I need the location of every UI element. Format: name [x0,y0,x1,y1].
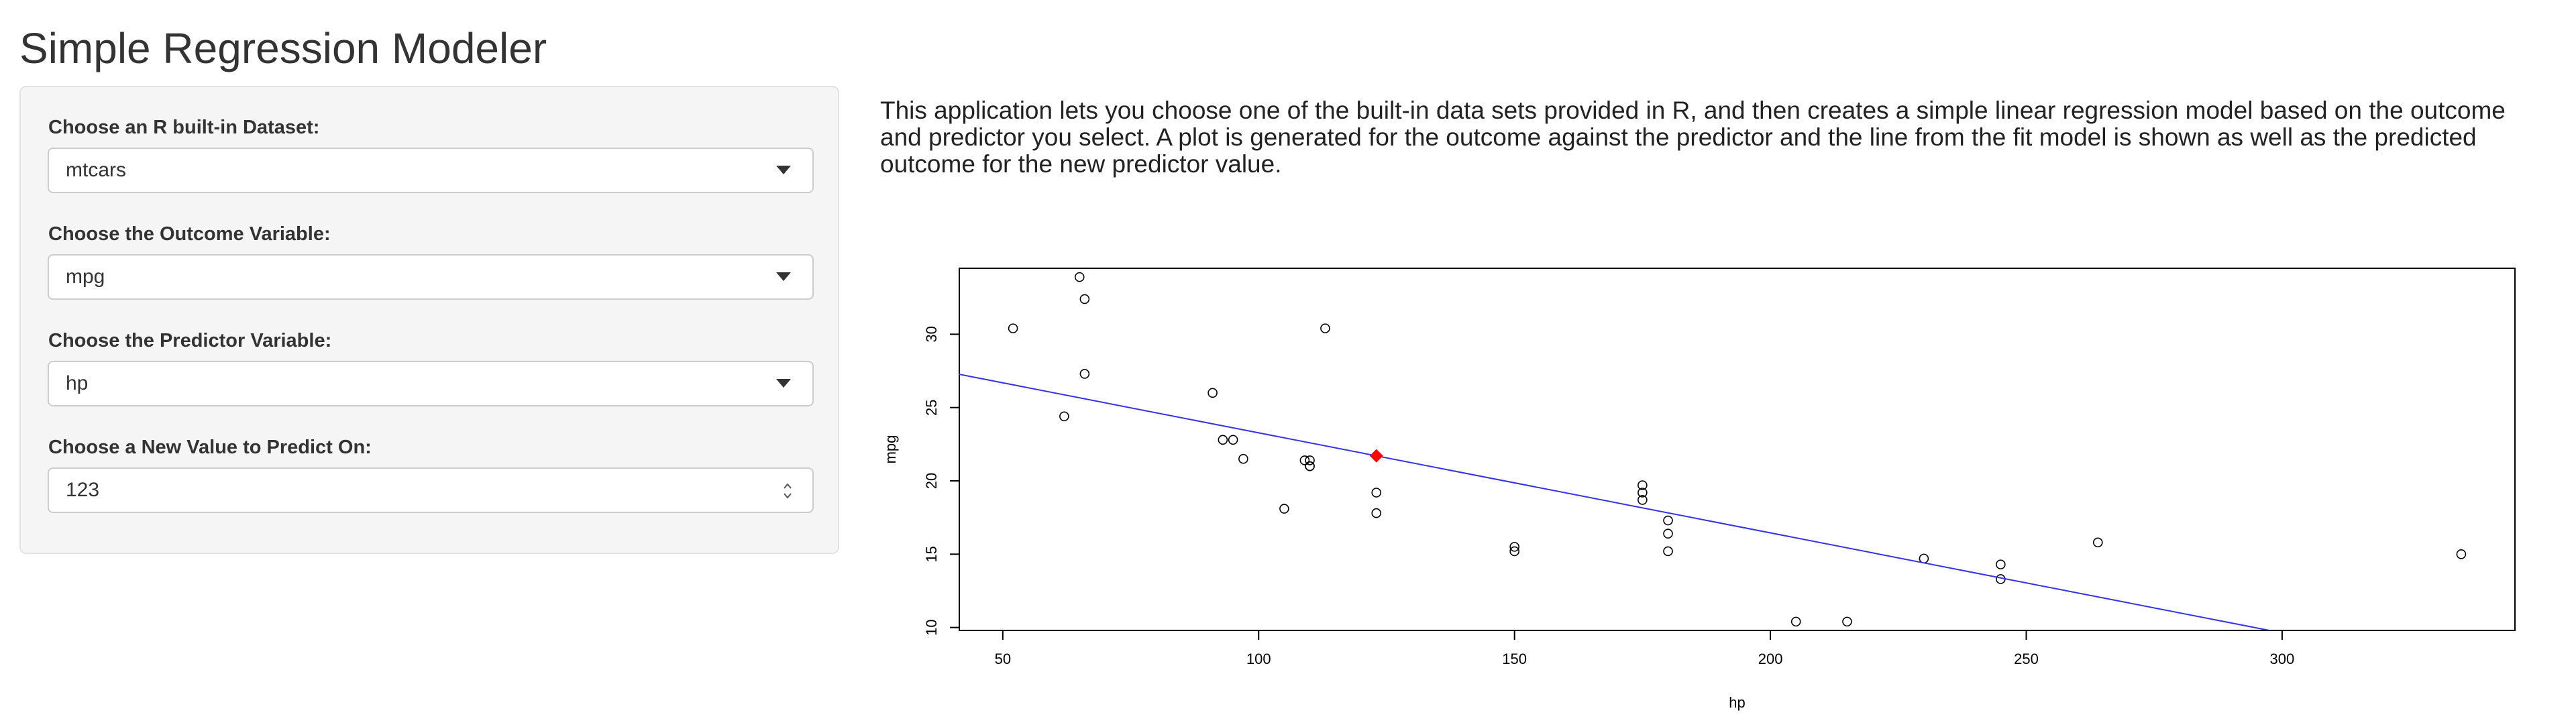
page-title: Simple Regression Modeler [19,24,547,72]
data-point [1790,616,1801,627]
y-axis-title: mpg [882,435,899,464]
new-value-input-value: 123 [66,479,100,501]
y-tick-label: 20 [923,473,940,489]
data-point [1663,546,1673,557]
data-point [1228,435,1238,445]
data-point [1059,411,1069,422]
outcome-label: Choose the Outcome Variable: [48,223,331,245]
new-value-label: Choose a New Value to Predict On: [48,437,372,458]
data-point [1008,323,1018,333]
data-point [1509,542,1519,552]
dataset-select-value: mtcars [66,159,126,181]
data-point [1074,272,1085,282]
dataset-select[interactable]: mtcars [48,148,814,193]
app-description: This application lets you choose one of … [880,97,2506,178]
data-point [1638,495,1648,505]
x-tick-label: 50 [995,651,1011,667]
data-point [1371,488,1382,498]
new-value-input[interactable]: 123 [48,467,814,513]
plot-frame [959,268,2516,631]
data-point [1638,480,1648,490]
prediction-point [1369,449,1383,463]
data-point [1996,559,2006,569]
chevron-down-icon [776,272,791,281]
x-tick-label: 250 [2014,651,2039,667]
data-point [1663,515,1673,526]
x-tick-label: 200 [1758,651,1783,667]
data-point [1320,323,1330,333]
y-tick-label: 25 [923,399,940,415]
data-point [2456,549,2467,559]
outcome-select[interactable]: mpg [48,254,814,300]
outcome-select-value: mpg [66,266,105,288]
data-point [1509,546,1519,557]
predictor-select[interactable]: hp [48,361,814,406]
x-axis-title: hp [1729,694,1745,711]
chevron-down-icon [776,166,791,174]
x-tick-label: 300 [2270,651,2295,667]
number-spinner-icon[interactable] [782,481,794,501]
sidebar-panel: Choose an R built-in Dataset: mtcars Cho… [19,86,839,554]
predictor-select-value: hp [66,372,89,394]
y-tick-label: 10 [923,619,940,635]
y-tick-label: 30 [923,326,940,342]
dataset-label: Choose an R built-in Dataset: [48,117,320,138]
y-tick-label: 15 [923,546,940,562]
data-point [1638,488,1648,498]
data-point [1208,388,1218,398]
data-point [1079,294,1090,304]
data-point [1218,435,1228,445]
data-point [1305,461,1315,471]
data-point [1299,455,1310,465]
data-point [1371,508,1382,518]
data-point [2092,537,2103,548]
data-point [1079,369,1090,379]
chevron-down-icon [776,379,791,388]
data-point [1305,455,1315,465]
data-point [1842,616,1852,627]
x-tick-label: 100 [1246,651,1271,667]
regression-line [959,374,2273,630]
data-point [1238,453,1248,464]
data-point [1663,528,1673,539]
predictor-label: Choose the Predictor Variable: [48,330,332,351]
x-tick-label: 150 [1502,651,1527,667]
regression-plot: 50 100 150 200 250 300 10 15 20 25 30 hp mpg [882,268,2516,711]
data-point [1279,504,1289,514]
